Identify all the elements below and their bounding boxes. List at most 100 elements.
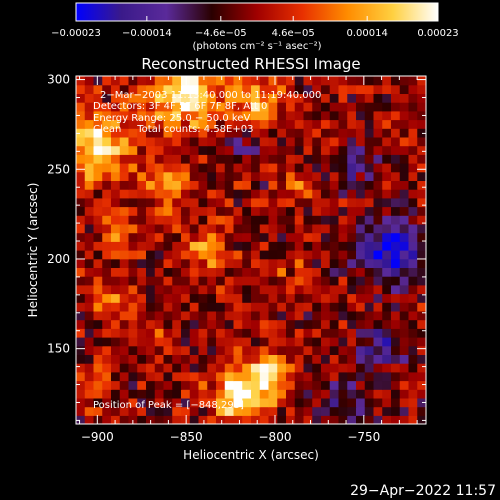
heatmap-cell xyxy=(216,93,226,103)
heatmap-cell xyxy=(364,337,375,347)
heatmap-cell xyxy=(119,415,130,424)
heatmap-cell xyxy=(259,319,270,329)
heatmap-cell xyxy=(76,128,86,138)
heatmap-cell xyxy=(294,206,305,216)
heatmap-cell xyxy=(102,145,112,155)
heatmap-cell xyxy=(84,293,95,303)
heatmap-cell xyxy=(198,397,208,408)
heatmap-cell xyxy=(356,163,366,173)
heatmap-cell xyxy=(382,215,392,225)
heatmap-cell xyxy=(154,110,165,121)
heatmap-cell xyxy=(207,310,217,321)
heatmap-cell xyxy=(93,302,103,312)
heatmap-cell xyxy=(356,154,366,164)
heatmap-cell xyxy=(111,258,121,268)
heatmap-cell xyxy=(251,241,261,251)
heatmap-cell xyxy=(84,345,95,355)
heatmap-cell xyxy=(163,328,173,338)
heatmap-cell xyxy=(189,284,200,295)
heatmap-cell xyxy=(364,232,375,242)
heatmap-cell xyxy=(163,154,173,164)
heatmap-cell xyxy=(259,406,270,416)
heatmap-cell xyxy=(128,84,138,94)
heatmap-cell xyxy=(146,223,156,234)
heatmap-cell xyxy=(417,406,426,416)
heatmap-cell xyxy=(347,337,357,347)
heatmap-cell xyxy=(277,267,287,277)
heatmap-cell xyxy=(356,93,366,103)
heatmap-cell xyxy=(356,389,366,399)
heatmap-cell xyxy=(364,302,375,312)
heatmap-cell xyxy=(347,128,357,138)
heatmap-cell xyxy=(364,276,375,286)
heatmap-cell xyxy=(163,354,173,364)
heatmap-cell xyxy=(224,293,235,303)
heatmap-cell xyxy=(128,180,138,190)
heatmap-cell xyxy=(84,406,95,416)
heatmap-cell xyxy=(76,258,86,268)
heatmap-cell xyxy=(242,110,252,121)
heatmap-cell xyxy=(102,397,112,408)
heatmap-cell xyxy=(119,380,130,390)
heatmap-cell xyxy=(408,136,418,147)
heatmap-cell xyxy=(373,276,383,286)
heatmap-cell xyxy=(163,241,173,251)
heatmap-cell xyxy=(356,171,366,181)
heatmap-cell xyxy=(119,206,130,216)
heatmap-cell xyxy=(163,337,173,347)
heatmap-cell xyxy=(399,267,410,277)
heatmap-cell xyxy=(312,128,322,138)
heatmap-cell xyxy=(128,397,138,408)
heatmap-cell xyxy=(154,319,165,329)
heatmap-cell xyxy=(76,363,86,373)
heatmap-cell xyxy=(338,136,348,147)
heatmap-cell xyxy=(128,223,138,234)
heatmap-cell xyxy=(399,189,410,199)
heatmap-cell xyxy=(364,206,375,216)
heatmap-cell xyxy=(268,232,278,242)
heatmap-cell xyxy=(312,302,322,312)
heatmap-cell xyxy=(172,371,182,382)
heatmap-cell xyxy=(84,154,95,164)
heatmap-cell xyxy=(303,232,313,242)
heatmap-cell xyxy=(198,389,208,399)
heatmap-cell xyxy=(216,371,226,382)
heatmap-cell xyxy=(364,189,375,199)
heatmap-cell xyxy=(399,197,410,208)
heatmap-cell xyxy=(373,406,383,416)
heatmap-cell xyxy=(102,310,112,321)
heatmap-cell xyxy=(408,380,418,390)
heatmap-cell xyxy=(146,302,156,312)
heatmap-cell xyxy=(303,241,313,251)
heatmap-cell xyxy=(128,371,138,382)
heatmap-cell xyxy=(84,136,95,147)
heatmap-cell xyxy=(364,319,375,329)
heatmap-cell xyxy=(181,154,191,164)
heatmap-cell xyxy=(189,310,200,321)
heatmap-cell xyxy=(146,102,156,112)
heatmap-cell xyxy=(224,284,235,295)
y-tick-label: 200 xyxy=(47,252,70,266)
heatmap-cell xyxy=(189,371,200,382)
heatmap-cell xyxy=(181,206,191,216)
heatmap-cell xyxy=(417,119,426,129)
heatmap-cell xyxy=(303,363,313,373)
heatmap-cell xyxy=(216,397,226,408)
heatmap-cell xyxy=(137,189,147,199)
colorbar-tick-label: 4.6e−05 xyxy=(272,28,315,39)
heatmap-cell xyxy=(356,337,366,347)
heatmap-cell xyxy=(146,145,156,155)
heatmap-cell xyxy=(137,397,147,408)
heatmap-cell xyxy=(294,276,305,286)
heatmap-cell xyxy=(338,215,348,225)
heatmap-cell xyxy=(347,310,357,321)
heatmap-cell xyxy=(146,119,156,129)
heatmap-cell xyxy=(93,371,103,382)
heatmap-cell xyxy=(137,328,147,338)
heatmap-cell xyxy=(224,206,235,216)
heatmap-cell xyxy=(119,371,130,382)
heatmap-cell xyxy=(119,354,130,364)
heatmap-cell xyxy=(268,128,278,138)
heatmap-cell xyxy=(382,267,392,277)
